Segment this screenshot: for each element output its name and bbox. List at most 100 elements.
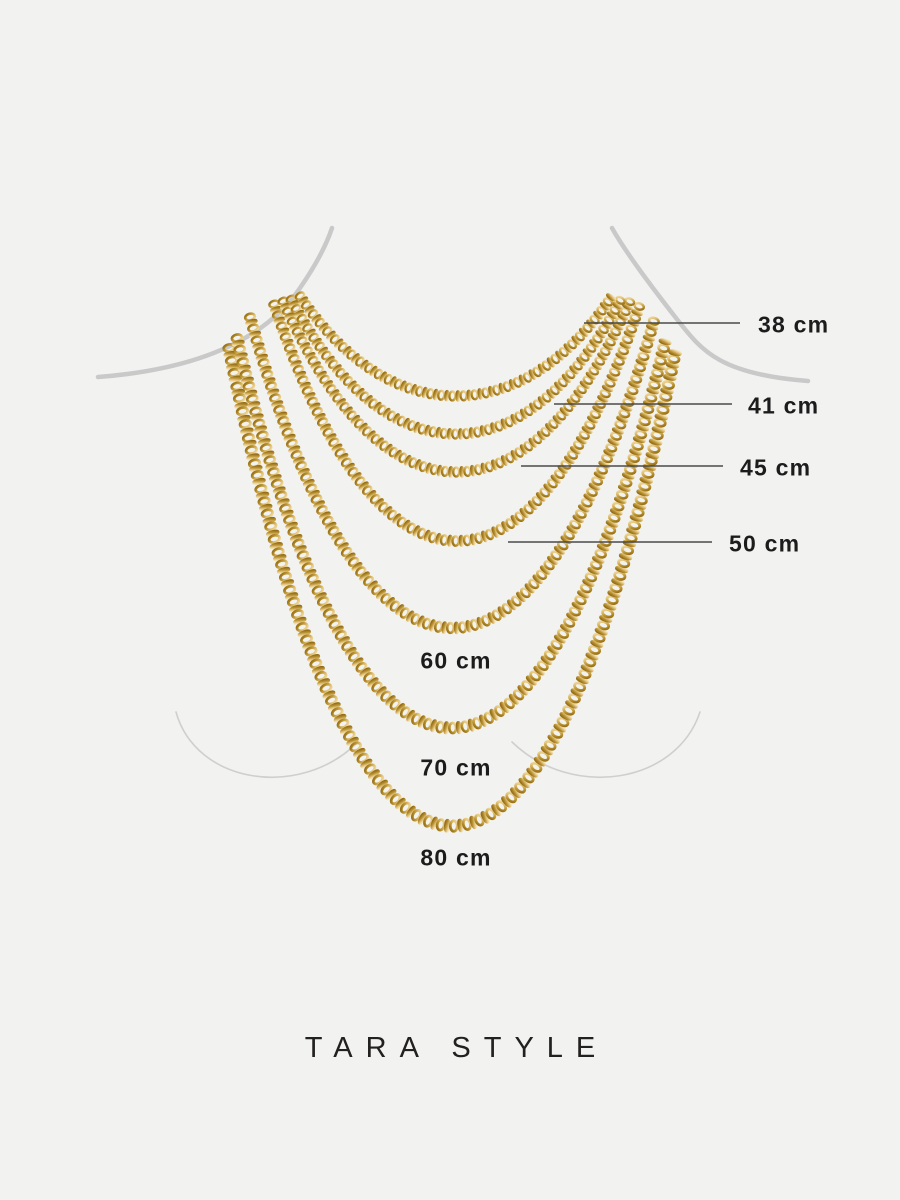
chain-link xyxy=(400,380,407,392)
chain-link xyxy=(297,375,309,385)
chain-link xyxy=(242,381,256,391)
chain-link xyxy=(286,316,298,326)
chain-link xyxy=(329,389,340,398)
chain-link xyxy=(280,509,294,518)
chain-link xyxy=(527,500,538,511)
chain-link xyxy=(631,440,644,451)
chain-link xyxy=(237,364,251,372)
chain-link xyxy=(299,557,312,566)
chain-link xyxy=(461,817,472,831)
chain-link xyxy=(257,358,270,368)
chain-link xyxy=(254,425,268,433)
chain-link xyxy=(339,372,350,382)
chain-link xyxy=(630,374,643,384)
chain-link xyxy=(661,379,675,390)
chain-link xyxy=(611,501,625,512)
chain-link xyxy=(655,351,669,358)
chain-link xyxy=(550,474,562,484)
chain-link xyxy=(355,387,365,398)
chain-link xyxy=(250,413,264,421)
chain-link xyxy=(316,505,328,515)
chain-link xyxy=(232,393,247,404)
chain-link xyxy=(575,436,587,445)
chain-link xyxy=(358,422,368,433)
chain-link xyxy=(467,718,475,732)
chain-link xyxy=(417,527,427,540)
chain-link xyxy=(458,534,465,547)
chain-link xyxy=(435,720,445,734)
chain-link xyxy=(317,417,329,427)
chain-link xyxy=(569,365,579,375)
chain-link xyxy=(260,508,274,519)
chain-link xyxy=(337,636,350,645)
chain-link xyxy=(300,472,313,482)
chain-link xyxy=(547,734,560,744)
chain-link xyxy=(562,705,576,716)
necklace-chain-60cm xyxy=(243,312,660,635)
chain-link xyxy=(240,376,254,384)
chain-link xyxy=(524,583,535,594)
chain-link xyxy=(488,385,495,398)
chain-link xyxy=(347,380,357,390)
chain-link xyxy=(425,462,432,474)
chain-link xyxy=(615,565,629,574)
chain-link xyxy=(584,420,596,430)
chain-link xyxy=(644,392,658,403)
chain-link xyxy=(313,500,326,509)
chain-link xyxy=(588,482,601,491)
chain-link xyxy=(285,521,298,530)
chain-link xyxy=(516,591,527,603)
chain-link xyxy=(382,407,391,419)
chain-link xyxy=(309,658,323,669)
necklace-chain-80cm xyxy=(222,343,682,833)
chain-link xyxy=(292,456,305,465)
chain-link xyxy=(428,531,438,544)
chain-link xyxy=(385,597,396,608)
chain-link xyxy=(485,807,497,821)
chain-link xyxy=(606,311,618,320)
chain-link xyxy=(328,359,339,370)
chain-link xyxy=(294,545,307,553)
chain-link xyxy=(491,609,502,621)
chain-link xyxy=(395,797,406,810)
chain-link xyxy=(578,327,589,337)
chain-link xyxy=(308,489,320,498)
chain-link xyxy=(233,344,247,355)
chain-link xyxy=(578,430,590,440)
chain-link xyxy=(327,526,340,537)
chain-link xyxy=(295,461,308,471)
chain-link xyxy=(491,526,499,538)
chain-link xyxy=(331,443,343,452)
chain-link xyxy=(341,640,354,652)
chain-link xyxy=(364,362,374,374)
chain-link xyxy=(439,427,449,440)
chain-link xyxy=(417,812,427,825)
chain-link xyxy=(624,392,637,400)
chain-link xyxy=(529,761,543,773)
chain-link xyxy=(295,621,309,633)
chain-link xyxy=(240,427,254,435)
chain-link xyxy=(247,401,261,409)
chain-link xyxy=(591,362,603,370)
chain-link xyxy=(281,338,294,346)
chain-link xyxy=(293,616,307,625)
chain-link xyxy=(364,395,373,405)
chain-link xyxy=(485,528,495,541)
chain-link xyxy=(424,424,431,437)
chain-link xyxy=(299,381,311,390)
chain-link xyxy=(501,602,513,615)
chain-link xyxy=(277,327,290,335)
chain-link xyxy=(283,433,296,442)
chain-link xyxy=(349,741,363,753)
chain-link xyxy=(373,368,384,380)
chain-link xyxy=(639,346,652,354)
chain-link xyxy=(358,481,369,491)
chain-link xyxy=(511,595,522,607)
chain-link xyxy=(481,387,490,399)
chain-link xyxy=(591,476,604,486)
chain-link xyxy=(276,498,290,506)
chain-link xyxy=(304,392,316,400)
brand-wordmark: TARA STYLE xyxy=(304,1032,609,1064)
chain-link xyxy=(487,612,496,624)
chain-link xyxy=(539,565,551,575)
